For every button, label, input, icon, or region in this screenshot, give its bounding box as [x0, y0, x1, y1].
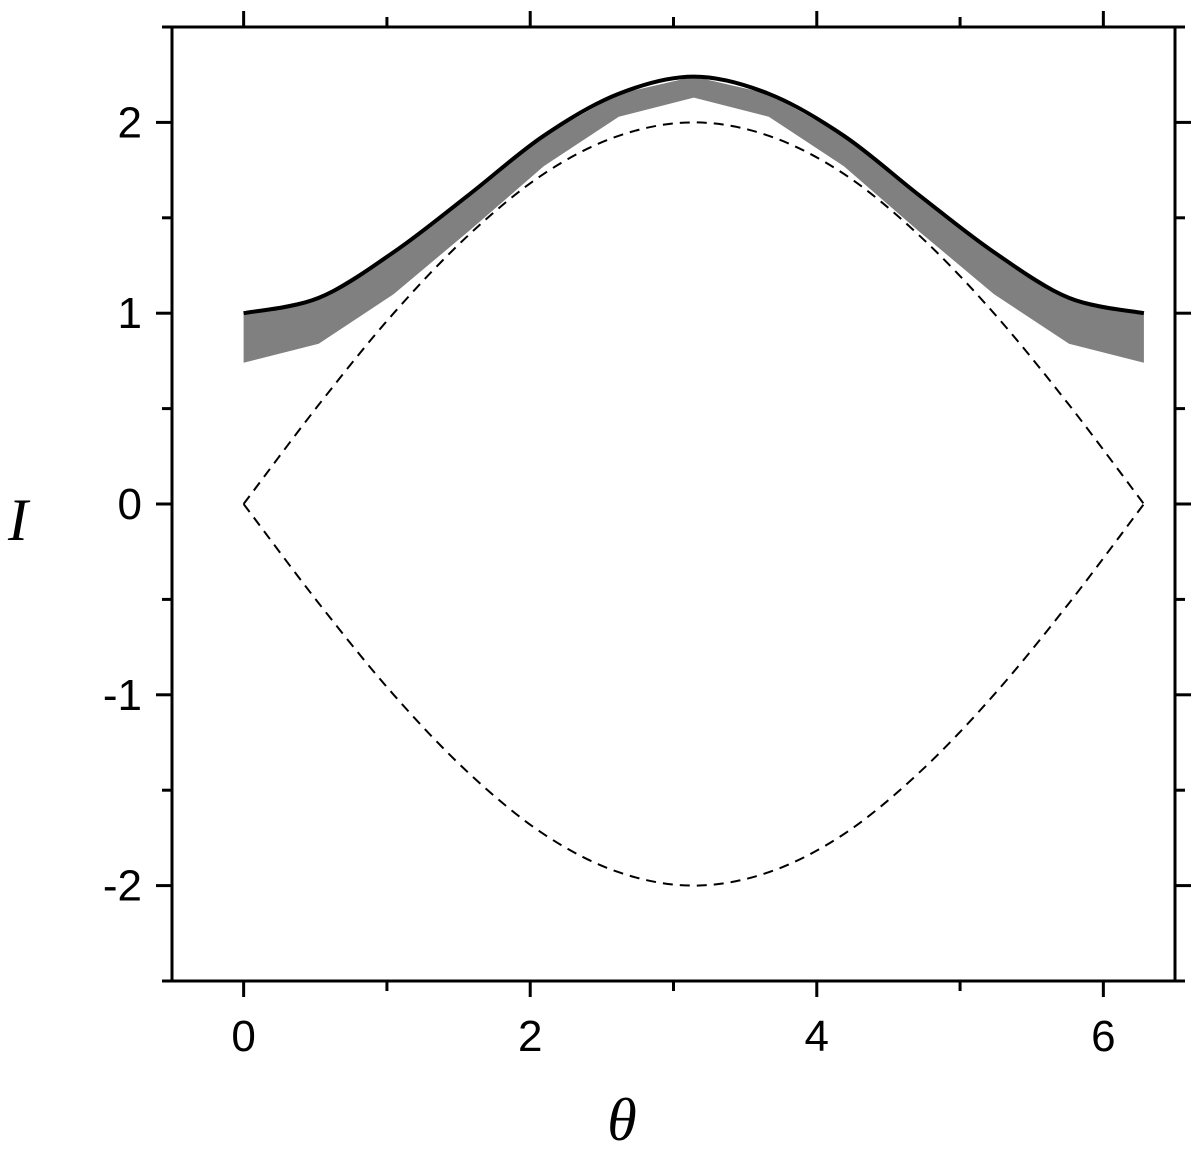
y-tick-label: 1 — [118, 289, 142, 338]
series-line-2 — [242, 503, 1145, 887]
plot-frame — [170, 25, 1177, 983]
tick-labels: 0 2 4 6 -2 -1 0 1 2 — [103, 98, 1116, 1061]
y-tick-label: -2 — [103, 862, 142, 911]
y-tick-label: 0 — [118, 480, 142, 529]
x-tick-label: 4 — [805, 1012, 829, 1061]
y-tick-label: -1 — [103, 671, 142, 720]
tick-marks — [156, 11, 1191, 997]
series-line-0 — [243, 74, 1145, 316]
x-tick-label: 6 — [1091, 1012, 1115, 1061]
x-tick-label: 2 — [518, 1012, 542, 1061]
y-tick-label: 2 — [118, 98, 142, 147]
x-axis-title: θ — [607, 1087, 636, 1149]
x-tick-label: 0 — [231, 1012, 255, 1061]
y-axis-title: I — [7, 487, 31, 553]
plot-area — [242, 74, 1145, 887]
band-0 — [243, 76, 1144, 363]
series-line-1 — [242, 121, 1145, 505]
